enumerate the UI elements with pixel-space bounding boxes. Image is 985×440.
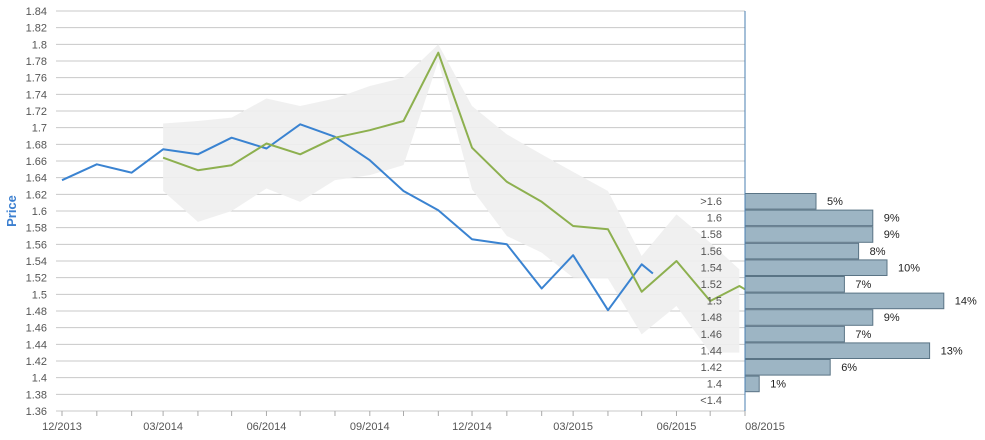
x-tick-label: 03/2015 <box>553 421 593 433</box>
histogram-category-label: 1.4 <box>707 379 722 391</box>
histogram-category-label: 1.46 <box>701 329 722 341</box>
x-tick-label: 06/2015 <box>657 421 697 433</box>
histogram-bar <box>744 309 874 326</box>
histogram-bar <box>744 375 760 393</box>
y-tick-label: 1.46 <box>26 323 47 335</box>
histogram-value-label: 5% <box>827 196 843 208</box>
histogram-category-label: 1.58 <box>701 229 722 241</box>
series-line-historical <box>61 123 654 312</box>
y-tick-label: 1.58 <box>26 223 47 235</box>
histogram-value-label: 6% <box>841 362 857 374</box>
histogram-value-label: 9% <box>884 213 900 225</box>
histogram-value-label: 9% <box>884 312 900 324</box>
histogram-bar <box>744 209 874 227</box>
histogram-value-label: 9% <box>884 229 900 241</box>
histogram-bar <box>744 342 931 359</box>
y-tick-label: 1.8 <box>32 39 47 51</box>
y-tick-label: 1.4 <box>32 373 47 385</box>
y-tick-label: 1.68 <box>26 139 47 151</box>
y-tick-label: 1.62 <box>26 189 47 201</box>
histogram-value-label: 14% <box>955 296 977 308</box>
y-tick-label: 1.54 <box>26 256 47 268</box>
y-tick-label: 1.7 <box>32 123 47 135</box>
histogram-category-label: 1.54 <box>701 262 722 274</box>
forecast-band <box>163 44 740 353</box>
y-tick-label: 1.6 <box>32 206 47 218</box>
axes: 1.36 1.38 1.4 1.42 1.44 1.46 1.48 1.5 1.52 1.54 1.… <box>26 6 785 433</box>
histogram-bar <box>744 359 831 376</box>
y-tick-label: 1.38 <box>26 389 47 401</box>
series-lines <box>61 51 746 312</box>
y-tick-label: 1.44 <box>26 339 47 351</box>
x-tick-label: 06/2014 <box>247 421 287 433</box>
y-tick-label: 1.78 <box>26 56 47 68</box>
histogram-value-label: 10% <box>898 262 920 274</box>
y-tick-label: 1.66 <box>26 156 47 168</box>
y-tick-label: 1.84 <box>26 6 47 18</box>
histogram-category-label: 1.6 <box>707 213 722 225</box>
series-line-forecast <box>162 51 746 302</box>
x-tick-label: 08/2015 <box>745 421 785 433</box>
histogram-value-label: 1% <box>770 379 786 391</box>
y-tick-label: 1.76 <box>26 73 47 85</box>
y-tick-label: 1.52 <box>26 273 47 285</box>
y-tick-label: 1.42 <box>26 356 47 368</box>
y-tick-label: 1.64 <box>26 173 47 185</box>
histogram-category-label: 1.52 <box>701 279 722 291</box>
histogram-bar <box>744 325 845 343</box>
y-axis-label: Price <box>4 195 19 227</box>
histogram-value-label: 7% <box>855 329 871 341</box>
histogram-bar <box>744 259 888 276</box>
y-tick-label: 1.74 <box>26 89 47 101</box>
histogram-category-label: <1.4 <box>700 395 722 407</box>
y-tick-label: 1.82 <box>26 23 47 35</box>
x-tick-label: 12/2014 <box>452 421 492 433</box>
histogram-value-label: 7% <box>855 279 871 291</box>
grid-lines <box>56 10 745 412</box>
y-tick-label: 1.72 <box>26 106 47 118</box>
histogram-category-label: 1.48 <box>701 312 722 324</box>
y-tick-label: 1.48 <box>26 306 47 318</box>
y-tick-label: 1.56 <box>26 239 47 251</box>
histogram-bar <box>744 242 860 260</box>
histogram-value-label: 13% <box>941 345 963 357</box>
histogram-bar <box>744 292 945 310</box>
y-tick-label: 1.5 <box>32 289 47 301</box>
histogram-category-label: 1.44 <box>701 345 722 357</box>
x-tick-label: 03/2014 <box>143 421 183 433</box>
histogram-bar <box>744 193 817 210</box>
confidence-band <box>163 44 740 353</box>
histogram-category-label: >1.6 <box>700 196 722 208</box>
histogram-category-label: 1.5 <box>707 296 722 308</box>
y-tick-label: 1.36 <box>26 406 47 418</box>
histogram-category-label: 1.42 <box>701 362 722 374</box>
x-tick-label: 09/2014 <box>350 421 390 433</box>
histogram-bar <box>744 276 845 293</box>
histogram-value-label: 8% <box>870 246 886 258</box>
x-tick-label: 12/2013 <box>42 421 82 433</box>
histogram-bar <box>744 226 874 243</box>
histogram: >1.6 5% 1.6 9% 1.58 9% 1.56 8% 1.54 10% 1.52 7% 1.5 1… <box>700 193 977 407</box>
histogram-category-label: 1.56 <box>701 246 722 258</box>
